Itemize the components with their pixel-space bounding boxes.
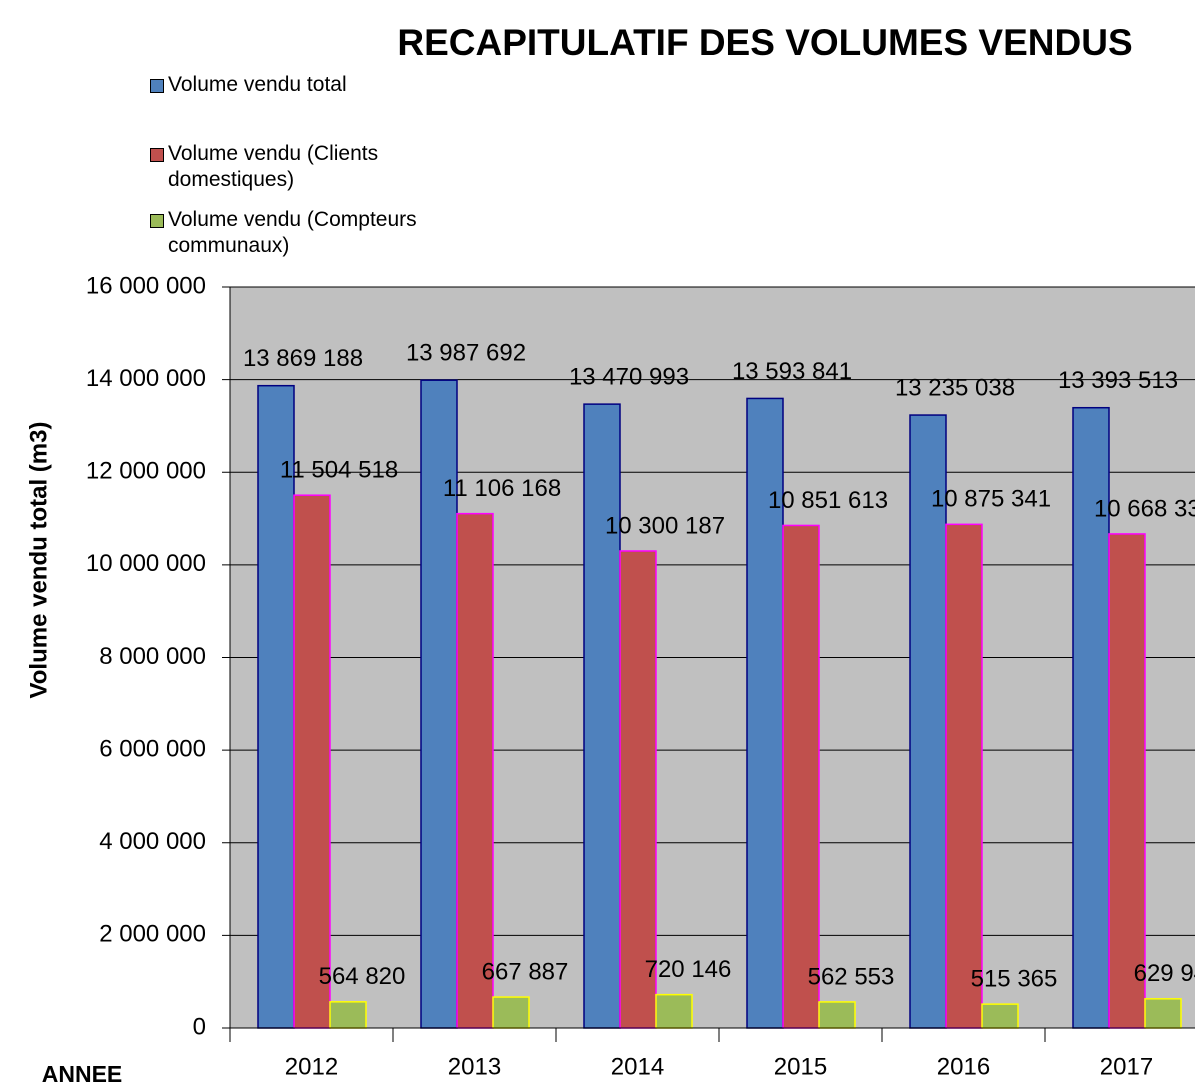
data-label: 10 875 341 (931, 486, 1051, 513)
legend-item: Volume vendu total (150, 72, 480, 98)
bar (1144, 998, 1182, 1029)
data-label: 13 987 692 (406, 340, 526, 367)
data-label: 515 365 (971, 965, 1058, 992)
bar (420, 379, 458, 1029)
x-tick-label: 2017 (1100, 1053, 1153, 1080)
bar (909, 414, 947, 1029)
bar (945, 523, 983, 1029)
y-tick-label: 8 000 000 (99, 643, 206, 670)
y-tick-label: 16 000 000 (86, 272, 206, 299)
legend-item: Volume vendu (Clients domestiques) (150, 141, 480, 193)
bar (492, 996, 530, 1029)
data-label: 564 820 (319, 963, 406, 990)
bar (583, 403, 621, 1029)
data-label: 11 504 518 (280, 457, 398, 484)
chart-title: RECAPITULATIF DES VOLUMES VENDUS (397, 22, 1132, 63)
bar (456, 512, 494, 1029)
x-tick-label: 2012 (285, 1053, 338, 1080)
data-label: 13 470 993 (569, 363, 689, 390)
y-tick-label: 14 000 000 (86, 365, 206, 392)
x-axis-label: ANNEE (42, 1061, 123, 1087)
data-label: 10 668 330 (1094, 495, 1195, 522)
y-tick-label: 6 000 000 (99, 735, 206, 762)
data-label: 667 887 (482, 958, 569, 985)
data-label: 562 553 (808, 963, 895, 990)
legend-swatch (150, 148, 164, 162)
legend-swatch (150, 214, 164, 228)
bar (619, 550, 657, 1029)
x-tick-label: 2016 (937, 1053, 990, 1080)
data-label: 13 593 841 (732, 358, 852, 385)
y-tick-label: 4 000 000 (99, 828, 206, 855)
y-tick-label: 0 (193, 1013, 206, 1040)
legend-swatch (150, 79, 164, 93)
y-tick-label: 12 000 000 (86, 458, 206, 485)
bar (293, 494, 331, 1029)
data-label: 13 869 188 (243, 345, 363, 372)
legend-label: Volume vendu (Clients domestiques) (168, 142, 379, 191)
y-tick-label: 2 000 000 (99, 921, 206, 948)
data-label: 629 944 (1134, 960, 1195, 987)
bar (329, 1001, 367, 1029)
data-label: 10 851 613 (768, 487, 888, 514)
legend-label: Volume vendu total (168, 73, 347, 96)
legend-item: Volume vendu (Compteurs communaux) (150, 207, 480, 259)
y-tick-label: 10 000 000 (86, 550, 206, 577)
bar (655, 993, 693, 1029)
bar (782, 524, 820, 1029)
bar (1072, 406, 1110, 1029)
bar (981, 1003, 1019, 1029)
y-axis-label: Volume vendu total (m3) (25, 422, 52, 699)
data-label: 13 235 038 (895, 374, 1015, 401)
data-label: 11 106 168 (443, 475, 561, 502)
data-label: 13 393 513 (1058, 367, 1178, 394)
bar (1108, 533, 1146, 1029)
data-label: 10 300 187 (605, 512, 725, 539)
bar (818, 1001, 856, 1029)
data-label: 720 146 (645, 956, 732, 983)
x-tick-label: 2013 (448, 1053, 501, 1080)
x-tick-label: 2014 (611, 1053, 664, 1080)
legend-label: Volume vendu (Compteurs communaux) (168, 208, 417, 257)
x-tick-label: 2015 (774, 1053, 827, 1080)
